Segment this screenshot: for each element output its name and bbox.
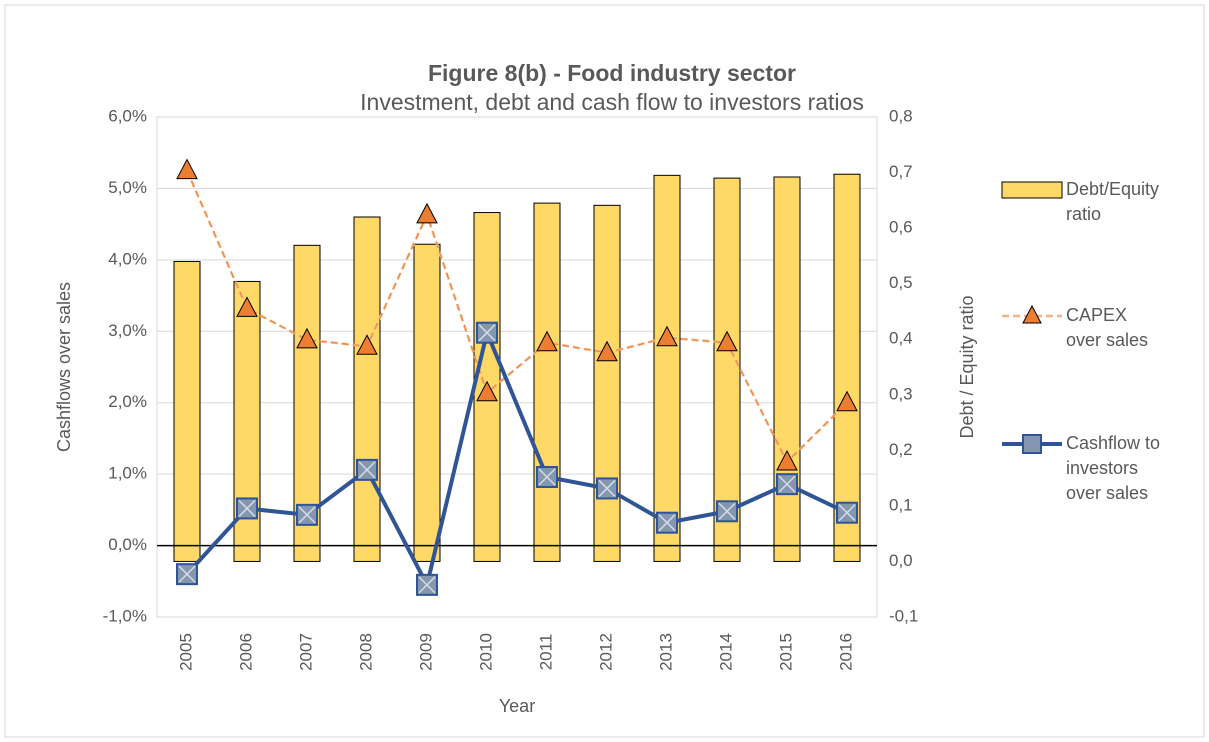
legend-label: CAPEX over sales [1066,305,1149,350]
plot-frame [156,116,878,618]
point-marker-cross [718,502,736,520]
x-tick-label: 2007 [296,633,315,671]
y-tick-label: 2,0% [108,392,147,411]
chart-title: Figure 8(b) - Food industry sector [428,60,796,86]
y-tick-label: 4,0% [108,249,147,268]
point-marker [476,380,498,402]
legend-marker [1022,434,1042,454]
bar [593,204,621,562]
bar [413,243,441,562]
point-marker-cross [238,499,256,517]
point-marker [176,158,198,180]
y-tick-label: 6,0% [108,106,147,125]
point-marker-cross [418,576,436,594]
point-marker [296,327,318,349]
legend-label: Cashflow to investors over sales [1066,433,1161,503]
chart-subtitle: Investment, debt and cash flow to invest… [360,89,864,115]
y2-tick-label: 0,4 [889,329,913,348]
point-marker-cross [358,461,376,479]
y2-tick-label: 0,6 [889,218,913,237]
x-tick-label: 2012 [596,633,615,671]
y-axis-label: Cashflows over sales [54,282,74,452]
legend-marker [1022,304,1042,324]
y-tick-label: -1,0% [103,606,147,625]
bar [773,176,801,562]
point-marker [596,340,618,362]
point-marker [536,330,558,352]
x-tick-label: 2013 [656,633,675,671]
point-marker-cross [598,479,616,497]
y2-tick-label: -0,1 [889,606,918,625]
bar [713,177,741,562]
x-tick-label: 2016 [836,633,855,671]
y-tick-label: 1,0% [108,464,147,483]
point-marker [236,296,258,317]
point-marker [836,390,858,412]
point-marker [656,325,678,347]
point-marker [356,334,378,355]
x-tick-label: 2005 [176,633,195,671]
bar [653,174,681,562]
y2-tick-label: 0,1 [889,495,913,514]
y2-tick-label: 0,8 [889,106,913,125]
x-tick-label: 2009 [416,633,435,671]
point-marker [716,330,738,352]
x-tick-label: 2014 [716,633,735,671]
y2-tick-label: 0,0 [889,551,913,570]
x-tick-label: 2015 [776,633,795,671]
series-line-inner [186,170,848,463]
y-tick-label: 3,0% [108,321,147,340]
bar [833,173,861,562]
legend-swatch [1001,181,1063,199]
y2-axis-label: Debt / Equity ratio [957,295,977,438]
point-marker-cross [298,506,316,524]
bar [173,260,201,562]
x-tick-label: 2008 [356,633,375,671]
y-tick-label: 0,0% [108,535,147,554]
bar [533,202,561,562]
x-tick-label: 2010 [476,633,495,671]
x-tick-label: 2006 [236,633,255,671]
point-marker-cross [838,504,856,522]
y-tick-label: 5,0% [108,178,147,197]
point-marker-cross [538,468,556,486]
point-marker [416,202,438,224]
bar [353,216,381,562]
y2-tick-label: 0,3 [889,384,913,403]
point-marker [776,449,798,471]
y2-tick-label: 0,7 [889,162,913,181]
point-marker-cross [778,475,796,493]
point-marker-cross [658,514,676,532]
y2-tick-label: 0,5 [889,273,913,292]
x-tick-label: 2011 [536,634,555,671]
x-axis-label: Year [499,696,535,716]
y2-tick-label: 0,2 [889,440,913,459]
point-marker-cross [178,565,196,583]
point-marker-cross [478,324,496,342]
legend-label: Debt/Equity ratio [1066,179,1160,224]
